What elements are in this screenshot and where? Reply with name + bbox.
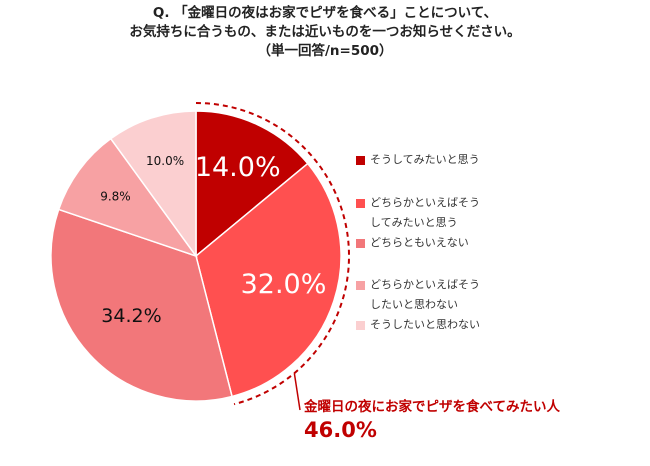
- callout-value: 46.0%: [304, 418, 377, 442]
- legend-item-3: どちらともいえない: [356, 233, 510, 253]
- callout: 金曜日の夜にお家でピザを食べてみたい人 46.0%: [304, 398, 560, 444]
- pie-slice: [50, 208, 233, 402]
- legend-label-line: どちらかといえばそう: [370, 278, 480, 291]
- callout-label: 金曜日の夜にお家でピザを食べてみたい人: [304, 399, 560, 415]
- pie-slice: [195, 162, 342, 398]
- legend-swatch: [356, 281, 365, 290]
- legend-label-line: どちらかといえばそう: [370, 196, 480, 209]
- legend-label: どちらかといえばそう したいと思わない: [370, 275, 510, 315]
- legend-label-line: してみたいと思う: [370, 216, 458, 229]
- legend-item-2: どちらかといえばそう してみたいと思う: [356, 193, 510, 233]
- chart-title: Q. 「金曜日の夜はお家でピザを食べる」ことについて、 お気持ちに合うもの、また…: [0, 4, 650, 61]
- callout-dashed-arc: [195, 102, 350, 406]
- title-line-1: Q. 「金曜日の夜はお家でピザを食べる」ことについて、: [152, 5, 498, 21]
- legend-item-1: そうしてみたいと思う: [356, 150, 510, 170]
- pie-slice: [195, 110, 309, 258]
- legend-swatch: [356, 199, 365, 208]
- legend-label: どちらともいえない: [370, 236, 469, 249]
- slice-value-label: 14.0%: [195, 152, 281, 183]
- legend-label-line: したいと思わない: [370, 298, 458, 311]
- legend-item-5: そうしたいと思わない: [356, 315, 510, 335]
- legend-swatch: [356, 239, 365, 248]
- slice-value-label: 10.0%: [146, 154, 184, 168]
- slice-value-label: 32.0%: [241, 269, 327, 300]
- pie-slice: [109, 110, 197, 259]
- legend-label: どちらかといえばそう してみたいと思う: [370, 193, 510, 233]
- legend-item-4: どちらかといえばそう したいと思わない: [356, 275, 510, 315]
- legend-label: そうしたいと思わない: [370, 318, 480, 331]
- pie-slice: [57, 137, 198, 258]
- legend-label: そうしてみたいと思う: [370, 153, 480, 166]
- slice-value-label: 34.2%: [101, 305, 161, 327]
- title-line-2: お気持ちに合うもの、または近いものを一つお知らせください。: [129, 24, 521, 40]
- legend-swatch: [356, 321, 365, 330]
- slice-value-label: 9.8%: [100, 190, 131, 204]
- pie-slices: [50, 110, 342, 402]
- title-line-3: （単一回答/n=500）: [257, 43, 393, 59]
- pie-value-labels: 14.0% 32.0% 34.2% 9.8% 10.0%: [100, 152, 326, 327]
- callout-leader-line: [293, 373, 301, 411]
- legend-swatch: [356, 156, 365, 165]
